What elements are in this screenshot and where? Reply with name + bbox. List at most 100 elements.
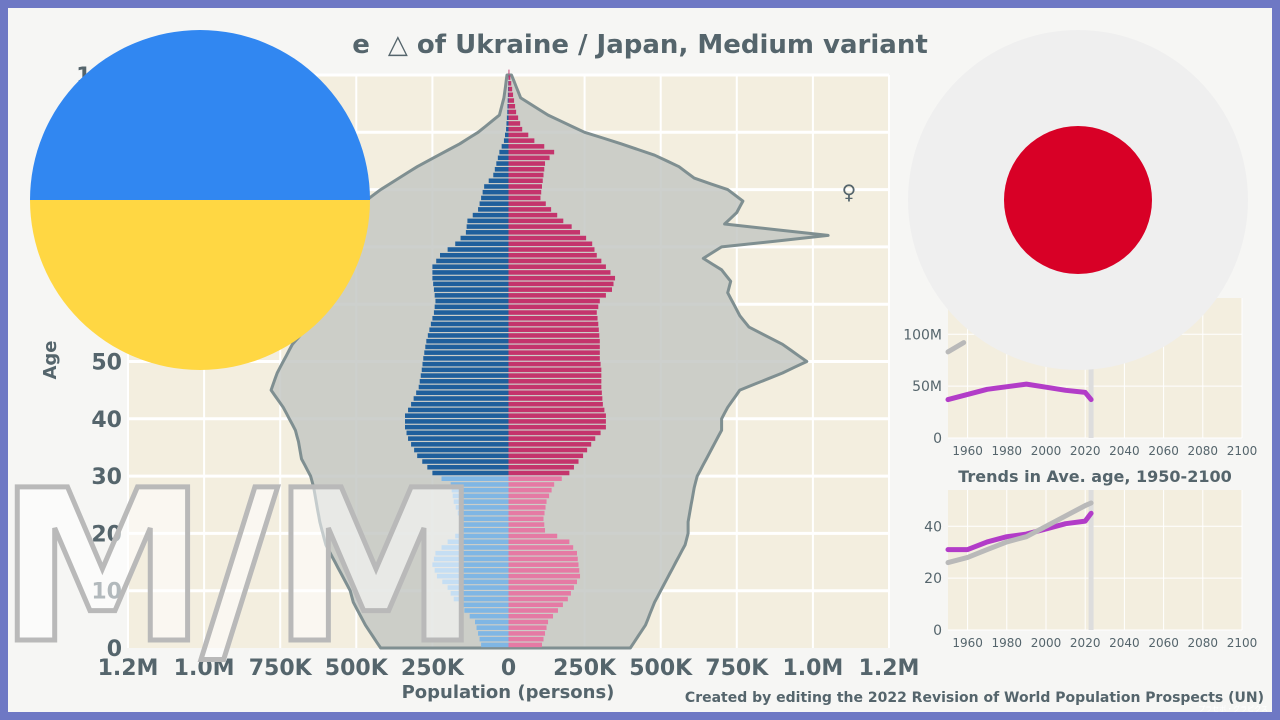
ukraine-female-bar (508, 505, 546, 510)
trend-y-tick-label: 20 (924, 571, 942, 587)
ukraine-male-bar (484, 184, 509, 189)
ukraine-male-bar (421, 367, 509, 373)
trend-series-line (945, 340, 967, 355)
ukraine-male-bar (413, 396, 509, 401)
ukraine-female-bar (508, 293, 606, 298)
ukraine-male-bar (422, 361, 509, 367)
ukraine-female-bar (508, 464, 574, 470)
ukraine-female-bar (508, 361, 601, 367)
trend-x-tick-label: 2000 (1031, 444, 1062, 458)
ukraine-female-bar (508, 602, 563, 608)
ukraine-female-bar (508, 264, 606, 269)
ukraine-male-bar (441, 476, 509, 481)
ukraine-female-bar (508, 442, 592, 447)
ukraine-male-bar (466, 224, 509, 229)
ukraine-male-bar (496, 161, 509, 166)
ukraine-female-bar (508, 224, 572, 229)
pyramid-x-tick-label: 750K (249, 656, 313, 681)
credit-text: Created by editing the 2022 Revision of … (684, 690, 1264, 706)
ukraine-male-bar (497, 155, 509, 161)
ukraine-male-bar (501, 144, 509, 149)
ukraine-male-bar (427, 464, 509, 470)
ukraine-male-bar (507, 109, 509, 115)
trend-x-tick-label: 2060 (1148, 444, 1179, 458)
ukraine-male-bar (424, 350, 509, 355)
ukraine-female-bar (508, 528, 546, 533)
ukraine-female-bar (508, 270, 611, 275)
ukraine-male-bar (450, 591, 509, 596)
ukraine-male-bar (440, 252, 509, 258)
ukraine-female-bar (508, 562, 579, 567)
ukraine-female-bar (508, 608, 558, 613)
ukraine-female-bar (508, 522, 545, 527)
ukraine-male-bar (504, 132, 509, 138)
ukraine-male-bar (436, 573, 509, 579)
ukraine-female-bar (508, 556, 578, 562)
pyramid-x-tick-label: 1.2M (859, 656, 920, 681)
ukraine-male-bar (478, 207, 509, 212)
trend-plot-area-2 (948, 490, 1242, 630)
ukraine-female-bar (508, 550, 577, 556)
trend-x-tick-label: 2000 (1031, 636, 1062, 650)
trend-chart-title: Trends in Ave. age, 1950-2100 (958, 467, 1231, 486)
ukraine-male-bar (411, 401, 509, 407)
ukraine-male-bar (408, 407, 509, 413)
chart-canvas: 1.2M 1.0M 750K 500K 250K 0 250K 500K 750K 1.0M 1.2… (40, 64, 1257, 703)
ukraine-female-bar (508, 356, 600, 361)
ukraine-female-bar (508, 252, 597, 258)
ukraine-female-bar (508, 149, 555, 155)
ukraine-female-bar (508, 625, 547, 630)
ukraine-female-bar (508, 81, 512, 86)
ukraine-male-bar (482, 189, 509, 195)
pyramid-x-tick-label: 500K (629, 656, 693, 681)
ukraine-male-bar (434, 293, 509, 298)
ukraine-male-bar (434, 304, 509, 310)
ukraine-female-bar (508, 482, 555, 487)
pyramid-y-tick-label: 20 (91, 522, 122, 547)
pyramid-y-axis-label: Age (40, 340, 61, 379)
pyramid-x-tick-label: 0 (501, 656, 516, 681)
ukraine-male-bar (475, 619, 509, 625)
ukraine-male-bar (479, 636, 509, 642)
ukraine-male-bar (432, 264, 509, 269)
overlay-text: M/M (8, 445, 483, 690)
ukraine-male-bar (432, 316, 509, 321)
trend-y-tick-label: 40 (924, 519, 942, 535)
ukraine-male-bar (408, 436, 509, 441)
pyramid-x-tick-label: 750K (705, 656, 769, 681)
ukraine-female-bar (508, 493, 550, 499)
ukraine-female-bar (508, 189, 542, 195)
trend-x-tick-label: 1980 (992, 636, 1023, 650)
ukraine-male-bar (481, 642, 509, 648)
ukraine-male-bar (406, 430, 509, 436)
ukraine-female-bar (508, 631, 546, 636)
ukraine-flag-icon (30, 30, 370, 370)
ukraine-female-bar (508, 476, 562, 481)
trend-series-line (945, 381, 1094, 403)
pyramid-y-tick-label: 40 (91, 408, 122, 433)
ukraine-male-bar (435, 298, 509, 304)
ukraine-female-bar (508, 447, 588, 453)
ukraine-male-bar (405, 424, 509, 430)
ukraine-female-bar (508, 298, 600, 304)
ukraine-male-bar (464, 608, 509, 613)
pyramid-y-tick-label: 30 (91, 465, 122, 490)
ukraine-male-bar (465, 230, 509, 235)
ukraine-male-bar (467, 218, 509, 224)
ukraine-female-bar (508, 304, 599, 310)
pyramid-x-tick-label: 1.2M (98, 656, 159, 681)
ukraine-female-bar (508, 510, 545, 516)
ukraine-male-bar (488, 178, 509, 184)
ukraine-female-bar (508, 568, 580, 573)
ukraine-male-bar (435, 550, 509, 556)
ukraine-male-bar (494, 167, 509, 172)
ukraine-male-bar (418, 384, 509, 390)
ukraine-female-bar (508, 195, 541, 201)
ukraine-male-bar (506, 121, 509, 126)
ukraine-male-bar (481, 195, 509, 201)
pyramid-x-tick-label: 1.0M (174, 656, 235, 681)
ukraine-male-bar (433, 281, 509, 287)
ukraine-male-bar (447, 585, 509, 590)
ukraine-female-bar (508, 155, 550, 161)
ukraine-female-bar (508, 384, 602, 390)
